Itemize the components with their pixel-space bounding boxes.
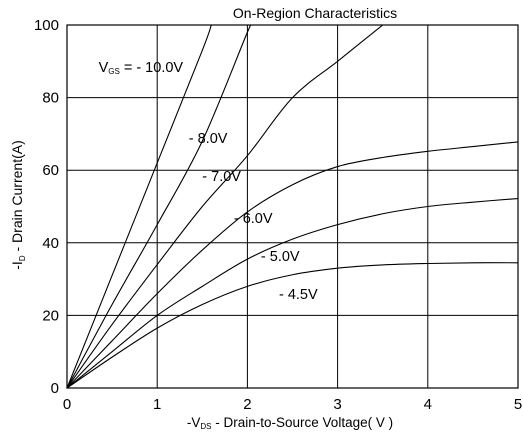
series-line (67, 197, 518, 388)
y-tick-labels: 0 20 40 60 80 100 (34, 17, 59, 397)
series-line (67, 141, 518, 388)
x-tick-label: 0 (63, 396, 71, 413)
y-axis-label-rest: - Drain Current(A) (9, 140, 25, 255)
series-label: - 6.0V (234, 211, 273, 227)
y-tick-label: 100 (34, 17, 59, 34)
x-tick-label: 2 (243, 396, 251, 413)
y-tick-label: 20 (42, 307, 59, 324)
x-tick-label: 1 (153, 396, 161, 413)
series-labels: VGS = - 10.0V - 8.0V - 7.0V - 6.0V - 5.0V - 4… (99, 60, 318, 303)
x-axis-label: -VDS - Drain-to-Source Voltage( V ) (187, 415, 393, 431)
y-axis-label-prefix: -I (9, 261, 25, 270)
y-tick-label: 40 (42, 235, 59, 252)
x-tick-label: 4 (424, 396, 432, 413)
series-label: - 5.0V (261, 249, 300, 265)
x-axis-label-rest: - Drain-to-Source Voltage( V ) (212, 415, 394, 430)
series-line (67, 25, 212, 388)
y-tick-label: 0 (51, 380, 59, 397)
series-label-value: - 10.0V (136, 60, 183, 76)
series-label: - 7.0V (202, 169, 241, 185)
x-axis-label-prefix: -V (187, 415, 201, 430)
series-label-prefix: V (99, 60, 109, 76)
series-label-prefix-sub: GS (108, 67, 120, 76)
series-line (67, 25, 384, 388)
x-axis-label-sub: DS (200, 422, 211, 431)
x-tick-label: 3 (333, 396, 341, 413)
series-lines (67, 25, 518, 388)
series-label: VGS = - 10.0V (99, 60, 184, 76)
y-axis-label: -ID - Drain Current(A) (9, 140, 27, 269)
y-tick-label: 60 (42, 162, 59, 179)
chart-title: On-Region Characteristics (233, 5, 397, 21)
plot-frame (66, 24, 519, 389)
series-label: - 8.0V (189, 131, 228, 147)
series-line (67, 262, 518, 388)
series-label-prefix-rest: = (120, 60, 137, 76)
y-tick-label: 80 (42, 90, 59, 107)
series-label: - 4.5V (279, 287, 318, 303)
series-line (67, 25, 253, 388)
x-tick-labels: 0 1 2 3 4 5 (63, 396, 522, 413)
x-tick-label: 5 (514, 396, 522, 413)
y-axis-label-sub: D (18, 255, 27, 261)
